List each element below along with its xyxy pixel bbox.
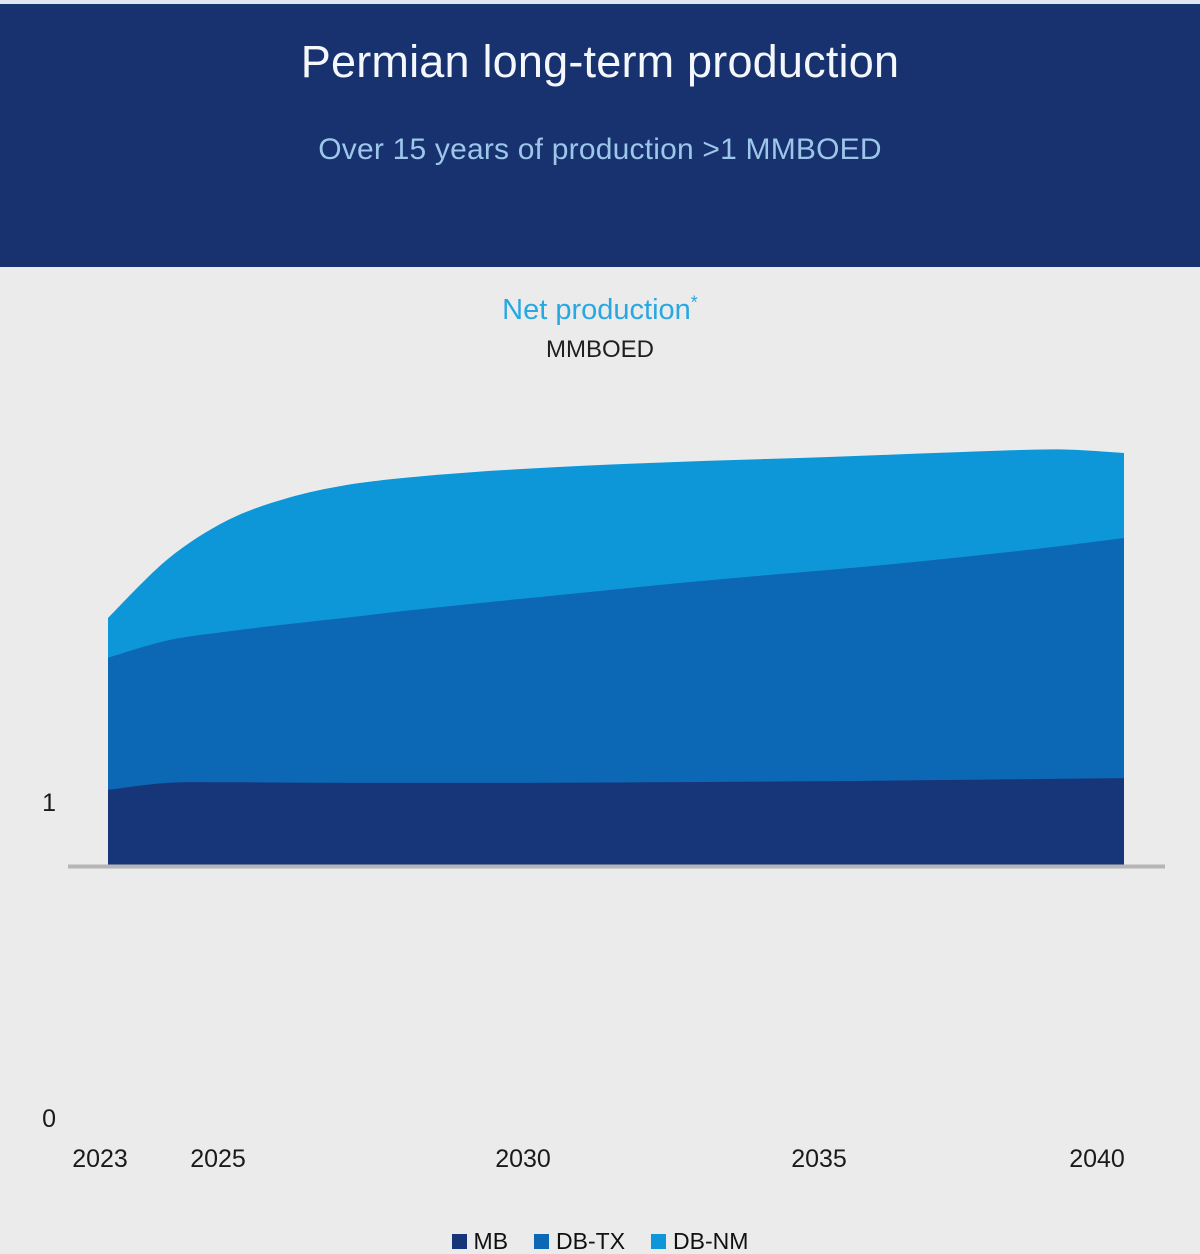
chart-legend: MB DB-TX DB-NM: [0, 1230, 1200, 1253]
chart-area: Net production* MMBOED 1 0 2023 2025 203…: [0, 267, 1200, 1253]
x-axis-tick-2040: 2040: [1069, 1145, 1125, 1173]
legend-item-db-nm[interactable]: DB-NM: [651, 1230, 748, 1253]
chart-units-label: MMBOED: [546, 335, 654, 363]
x-axis-tick-2025: 2025: [190, 1145, 246, 1173]
series-areas: [108, 449, 1124, 866]
x-axis-tick-2035: 2035: [791, 1145, 847, 1173]
chart-title: Net production*: [502, 292, 698, 327]
page-title: Permian long-term production: [300, 36, 900, 87]
legend-label-mb: MB: [473, 1228, 509, 1254]
legend-label-db-nm: DB-NM: [673, 1228, 749, 1254]
x-axis-tick-2023: 2023: [72, 1145, 128, 1173]
legend-item-db-tx[interactable]: DB-TX: [534, 1230, 625, 1253]
plot-wrapper: 1 0 2023 2025 2030 2035 2040 MB DB-TX DB…: [0, 267, 1200, 1253]
area-mb: [108, 778, 1124, 866]
x-axis-tick-2030: 2030: [495, 1145, 551, 1173]
legend-swatch-icon-db-nm: [651, 1234, 667, 1249]
footnote-marker-icon: *: [690, 292, 698, 313]
stacked-area-chart: [68, 449, 1165, 869]
legend-swatch-icon-mb: [451, 1234, 467, 1249]
chart-header: Net production* MMBOED: [0, 292, 1200, 363]
y-axis-tick-0: 0: [42, 1105, 56, 1133]
page-subtitle: Over 15 years of production >1 MMBOED: [318, 132, 882, 166]
top-border: [0, 0, 1200, 4]
legend-item-mb[interactable]: MB: [451, 1228, 509, 1254]
chart-title-text: Net production: [502, 294, 691, 326]
y-axis-tick-1: 1: [42, 789, 56, 817]
slide-header: Permian long-term production Over 15 yea…: [0, 4, 1200, 267]
legend-swatch-icon-db-tx: [534, 1234, 550, 1249]
legend-label-db-tx: DB-TX: [556, 1228, 626, 1254]
